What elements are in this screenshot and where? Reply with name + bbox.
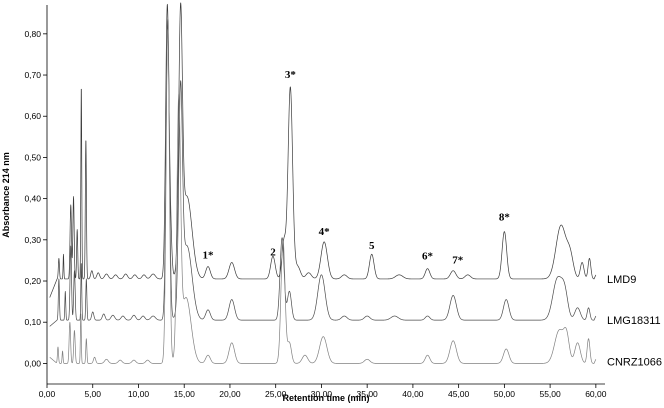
x-tick-label: 40,00 <box>402 389 424 399</box>
peak-label: 5 <box>369 240 375 252</box>
x-tick-label: 30,00 <box>311 389 333 399</box>
x-tick-label: 20,00 <box>219 389 241 399</box>
series-label-cnrz1066: CNRZ1066 <box>607 356 662 368</box>
y-tick-label: 0,70 <box>24 70 41 80</box>
peak-labels: 1* 2 3* 4* 5 6* 7* 8* <box>202 69 510 266</box>
x-axis-title: Retention time (min) <box>283 393 370 403</box>
series-line-cnrz1066 <box>49 29 597 364</box>
x-tick-label: 10,00 <box>128 389 150 399</box>
x-tick-label: 60,00 <box>585 389 607 399</box>
y-tick-label: 0,60 <box>24 111 41 121</box>
series-label-lmg18311: LMG18311 <box>607 315 661 327</box>
series-label-lmd9: LMD9 <box>607 274 636 286</box>
y-tick-label: 0,30 <box>24 235 41 245</box>
peak-label: 2 <box>270 246 276 258</box>
x-tick-label: 25,00 <box>265 389 287 399</box>
peak-label: 4* <box>319 226 331 238</box>
peak-label: 8* <box>499 211 511 223</box>
axes <box>46 5 605 385</box>
y-tick-label: 0,20 <box>24 276 41 286</box>
peak-label: 7* <box>452 255 464 267</box>
peak-label: 1* <box>202 250 214 262</box>
peak-label: 3* <box>285 69 297 81</box>
series-line-lmg18311 <box>49 19 597 327</box>
y-tick-label: 0,80 <box>24 29 41 39</box>
series-line-lmd9 <box>49 2 597 298</box>
y-tick-label: 0,40 <box>24 194 41 204</box>
ticks: 0,00 5,00 10,00 15,00 20,00 25,00 30,00 35,00 40… <box>24 29 606 399</box>
y-tick-label: 0,10 <box>24 317 41 327</box>
series-labels: LMD9 LMG18311 CNRZ1066 <box>607 274 662 368</box>
plot-traces <box>49 2 597 364</box>
x-tick-label: 15,00 <box>174 389 196 399</box>
x-tick-label: 35,00 <box>357 389 379 399</box>
x-tick-label: 55,00 <box>539 389 561 399</box>
y-axis-title: Absorbance 214 nm <box>1 152 11 238</box>
y-tick-label: 0,00 <box>24 358 41 368</box>
y-tick-label: 0,50 <box>24 152 41 162</box>
x-tick-label: 5,00 <box>84 389 101 399</box>
x-tick-label: 0,00 <box>39 389 56 399</box>
x-tick-label: 50,00 <box>494 389 516 399</box>
x-tick-label: 45,00 <box>448 389 470 399</box>
peak-label: 6* <box>422 250 434 262</box>
